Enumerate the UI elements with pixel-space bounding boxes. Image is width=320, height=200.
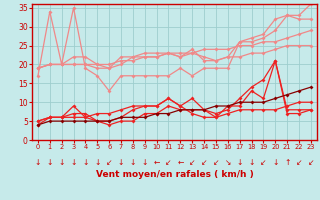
- Text: ↓: ↓: [47, 158, 53, 167]
- Text: ↓: ↓: [236, 158, 243, 167]
- Text: ↙: ↙: [201, 158, 207, 167]
- Text: ↓: ↓: [141, 158, 148, 167]
- Text: ↓: ↓: [70, 158, 77, 167]
- Text: ↓: ↓: [59, 158, 65, 167]
- Text: ↙: ↙: [308, 158, 314, 167]
- Text: ↓: ↓: [130, 158, 136, 167]
- Text: ↙: ↙: [106, 158, 112, 167]
- Text: ↓: ↓: [118, 158, 124, 167]
- Text: ↓: ↓: [82, 158, 89, 167]
- Text: ↘: ↘: [225, 158, 231, 167]
- Text: ↙: ↙: [213, 158, 219, 167]
- Text: ←: ←: [153, 158, 160, 167]
- Text: ↑: ↑: [284, 158, 290, 167]
- Text: ←: ←: [177, 158, 184, 167]
- X-axis label: Vent moyen/en rafales ( km/h ): Vent moyen/en rafales ( km/h ): [96, 170, 253, 179]
- Text: ↓: ↓: [272, 158, 278, 167]
- Text: ↙: ↙: [260, 158, 267, 167]
- Text: ↓: ↓: [35, 158, 41, 167]
- Text: ↓: ↓: [94, 158, 100, 167]
- Text: ↓: ↓: [248, 158, 255, 167]
- Text: ↙: ↙: [296, 158, 302, 167]
- Text: ↙: ↙: [189, 158, 196, 167]
- Text: ↙: ↙: [165, 158, 172, 167]
